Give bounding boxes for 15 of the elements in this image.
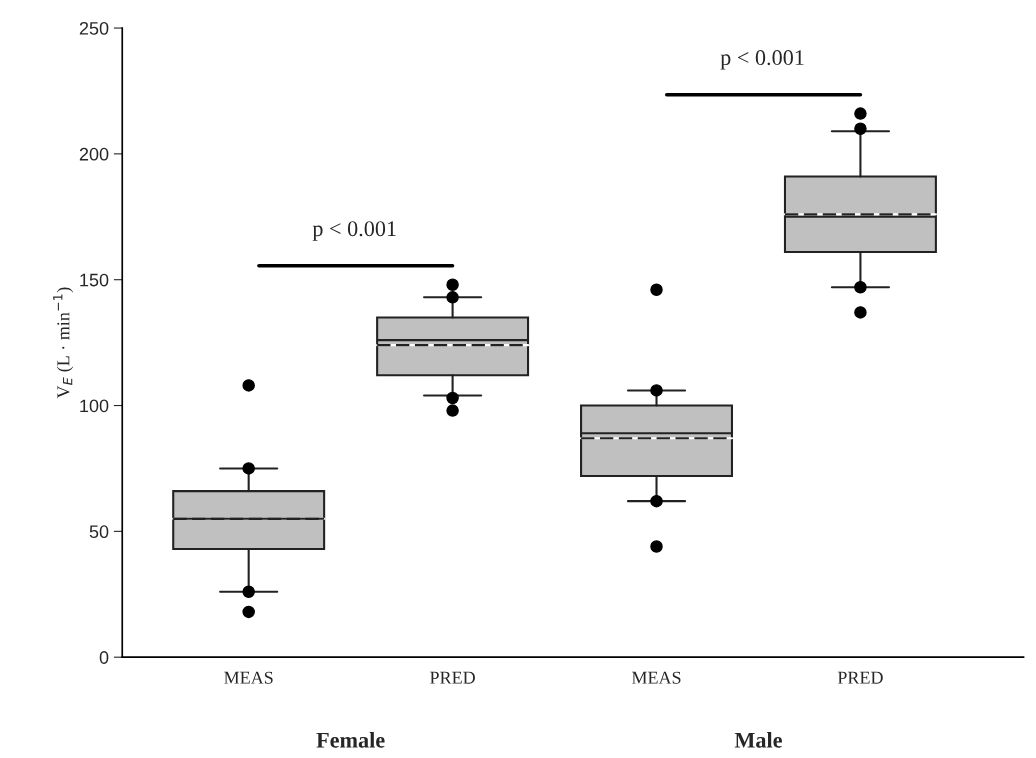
y-tick-label: 0 (99, 651, 109, 664)
y-tick-label: 100 (80, 399, 109, 413)
x-tick-label: PRED (430, 671, 475, 684)
annotation: p < 0.001 (312, 221, 396, 241)
y-tick-label: 150 (80, 273, 109, 287)
y-tick-label: 50 (89, 525, 109, 539)
y-tick-label: 250 (79, 21, 109, 35)
text: Male (734, 732, 782, 748)
y-tick-label: 200 (79, 147, 109, 161)
text: Female (316, 732, 385, 748)
y-axis-title: V$_{E}$ (L · min$^{−1}$) (53, 287, 74, 399)
x-tick-label: MEAS (224, 671, 273, 684)
annotation: p < 0.001 (720, 50, 804, 70)
x-tick-label: PRED (837, 671, 883, 684)
x-tick-label: MEAS (631, 671, 681, 684)
